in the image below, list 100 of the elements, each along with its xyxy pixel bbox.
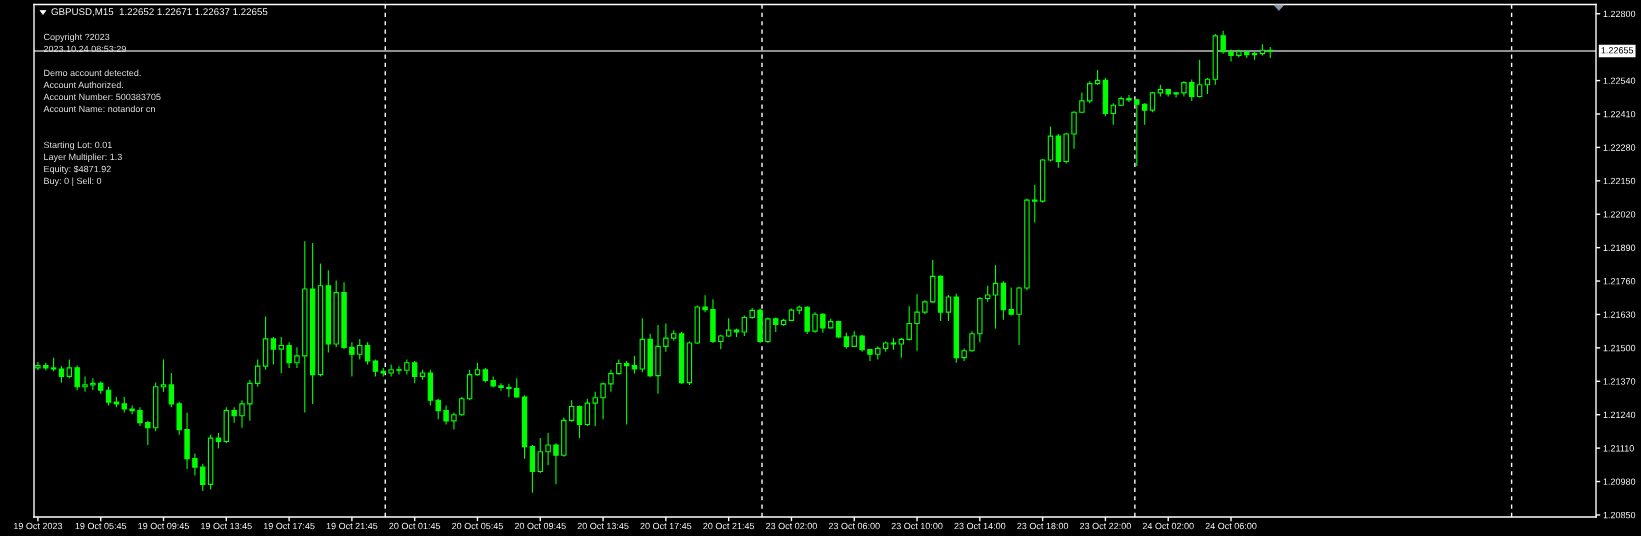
y-tick-label: 1.22800 <box>1603 10 1636 18</box>
candlestick <box>592 391 598 427</box>
y-tick-label: 1.22410 <box>1603 110 1636 118</box>
x-tick-label: 23 Oct 06:00 <box>828 522 880 530</box>
y-tick-label: 1.21760 <box>1603 278 1636 285</box>
candlestick <box>435 398 441 420</box>
annotation: Starting Lot: 0.01 <box>43 141 112 150</box>
candlestick <box>168 372 175 408</box>
x-tick-label: 19 Oct 13:45 <box>201 522 252 530</box>
x-tick-label: 23 Oct 18:00 <box>1017 522 1069 530</box>
candlestick <box>145 420 151 446</box>
y-tick-label: 1.21110 <box>1603 445 1634 452</box>
candlestick <box>576 404 583 439</box>
candlestick <box>663 322 669 353</box>
candlestick <box>129 404 135 415</box>
candlestick <box>765 316 771 344</box>
annotation: Account Authorized. <box>43 81 123 89</box>
candlestick <box>608 369 614 393</box>
candlestick <box>702 294 708 313</box>
candlestick <box>247 379 253 422</box>
candlestick <box>160 358 167 393</box>
annotation: Account Name: notandor cn <box>43 105 155 113</box>
x-tick-label: 19 Oct 09:45 <box>138 522 189 530</box>
candlestick <box>278 336 284 374</box>
candlestick <box>1141 102 1148 126</box>
candlestick <box>1047 126 1054 163</box>
y-tick-label: 1.22280 <box>1603 144 1636 151</box>
ref-line-label: 1.22655 <box>1601 47 1634 54</box>
y-tick-label: 1.22150 <box>1603 177 1636 185</box>
candlestick <box>364 341 371 366</box>
x-tick-label: 19 Oct 05:45 <box>75 522 127 530</box>
candlestick <box>82 375 88 393</box>
annotation: Layer Multiplier: 1.3 <box>44 153 122 162</box>
candlestick <box>584 398 591 427</box>
candlestick <box>914 293 920 352</box>
candlestick <box>514 377 520 399</box>
candlestick <box>254 358 261 388</box>
candlestick <box>1134 98 1140 167</box>
candlestick <box>600 382 606 420</box>
candlestick <box>357 338 363 361</box>
candlestick <box>200 463 206 492</box>
candlestick <box>1126 94 1132 103</box>
candlestick <box>90 377 96 391</box>
x-tick-label: 19 Oct 17:45 <box>263 522 315 530</box>
candlestick <box>396 365 402 376</box>
x-tick-label: 19 Oct 2023 <box>14 522 63 530</box>
candlestick <box>349 341 355 377</box>
candlestick <box>812 311 818 334</box>
candlestick <box>623 360 630 426</box>
y-tick-label: 1.21240 <box>1603 411 1636 419</box>
candlestick <box>74 365 80 391</box>
x-tick-label: 20 Oct 13:45 <box>577 522 629 530</box>
chart-title: GBPUSD,M15 1.22652 1.22671 1.22637 1.22655 <box>51 8 268 17</box>
annotation: Account Number: 500383705 <box>43 93 161 101</box>
candlestick <box>1032 184 1038 224</box>
y-tick-label: 1.22540 <box>1603 77 1636 84</box>
candlestick <box>294 346 300 369</box>
x-tick-label: 20 Oct 05:45 <box>452 522 503 530</box>
candlestick <box>1220 30 1226 55</box>
candlestick <box>1071 110 1077 150</box>
candlestick <box>545 432 551 466</box>
candlestick <box>1228 48 1234 63</box>
x-tick-label: 20 Oct 17:45 <box>640 522 692 530</box>
candlestick <box>553 442 559 485</box>
candlestick <box>1079 91 1085 114</box>
x-tick-label: 20 Oct 01:45 <box>389 522 441 530</box>
candlestick <box>898 337 905 359</box>
candlestick <box>388 364 394 377</box>
candlestick <box>568 399 575 423</box>
candlestick <box>867 348 873 362</box>
x-tick-label: 24 Oct 02:00 <box>1142 522 1194 530</box>
candlestick <box>1008 286 1014 317</box>
candlestick <box>804 305 810 335</box>
candlestick <box>992 264 999 330</box>
y-tick-label: 1.21890 <box>1603 244 1636 251</box>
candlestick <box>451 411 457 431</box>
x-tick-label: 20 Oct 09:45 <box>514 522 566 530</box>
y-tick-label: 1.21630 <box>1603 311 1636 318</box>
candlestick <box>459 396 465 417</box>
candlestick <box>969 330 975 353</box>
candlestick <box>1189 78 1195 102</box>
candlestick <box>498 382 504 392</box>
x-tick-label: 20 Oct 21:45 <box>703 522 755 530</box>
x-tick-label: 24 Oct 06:00 <box>1205 522 1257 530</box>
x-tick-label: 23 Oct 10:00 <box>891 522 943 530</box>
candlestick <box>906 305 912 341</box>
candlestick <box>537 437 543 474</box>
candlestick <box>1196 59 1203 99</box>
y-tick-label: 1.20980 <box>1603 478 1636 485</box>
annotation: Demo account detected. <box>44 69 141 77</box>
candlestick <box>820 312 826 334</box>
x-tick-label: 23 Oct 02:00 <box>766 522 817 530</box>
x-tick-label: 19 Oct 21:45 <box>326 522 378 530</box>
candlestick <box>411 360 418 384</box>
candlestick <box>66 358 73 379</box>
y-tick-label: 1.21500 <box>1603 344 1636 352</box>
x-tick-label: 23 Oct 14:00 <box>954 522 1006 530</box>
x-tick-label: 23 Oct 22:00 <box>1080 522 1131 530</box>
candlestick <box>192 452 198 477</box>
candlestick <box>137 406 143 427</box>
